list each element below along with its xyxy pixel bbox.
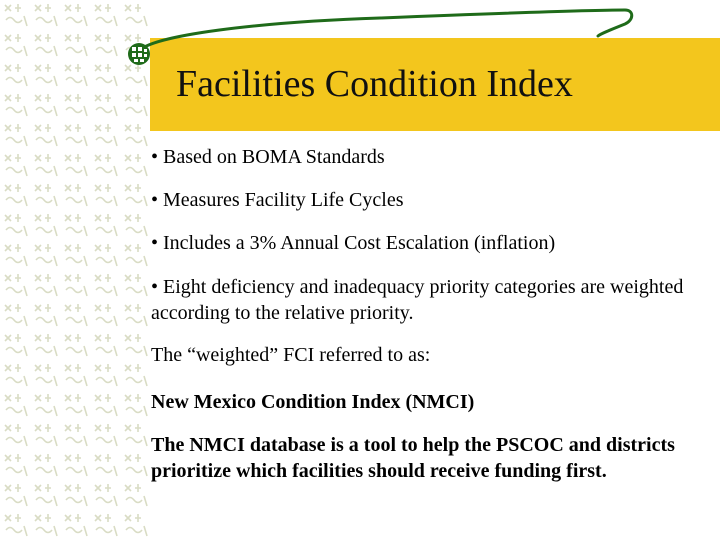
decorative-green-line: [136, 8, 634, 54]
body-text-bold: The NMCI database is a tool to help the …: [151, 434, 675, 482]
title-band: [150, 38, 720, 131]
bullet-item: • Includes a 3% Annual Cost Escalation (…: [151, 232, 556, 254]
ornament-bullet-icon: [128, 43, 150, 65]
slide-title: Facilities Condition Index: [176, 63, 573, 105]
body-text: The “weighted” FCI referred to as:: [151, 344, 431, 366]
bullet-item: • Based on BOMA Standards: [151, 146, 385, 168]
bullet-item: • Eight deficiency and inadequacy priori…: [151, 276, 684, 324]
decorative-pattern: [0, 0, 150, 540]
bullet-item: • Measures Facility Life Cycles: [151, 189, 404, 211]
body-text-bold: New Mexico Condition Index (NMCI): [151, 391, 475, 413]
